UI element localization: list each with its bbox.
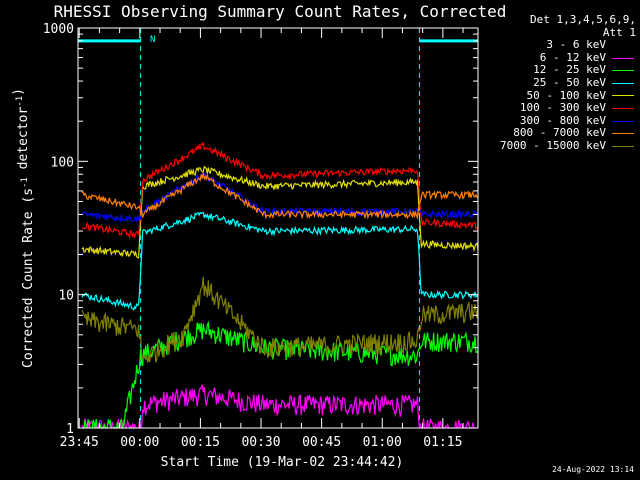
legend-swatch (612, 44, 634, 46)
legend-header-line-1: Det 1,3,4,5,6,9, (530, 13, 636, 26)
series-lines (81, 141, 479, 431)
chart-title: RHESSI Observing Summary Count Rates, Co… (54, 2, 507, 21)
series-line (81, 165, 479, 259)
legend-swatch (612, 82, 634, 84)
legend-label: 6 - 12 keV (539, 50, 606, 64)
legend-label: 800 - 7000 keV (513, 126, 606, 140)
x-tick-label: 00:30 (241, 435, 280, 450)
x-tick-label: 01:15 (423, 435, 462, 450)
y-tick-label: 10 (58, 289, 74, 304)
legend-swatch (612, 133, 634, 135)
x-tick-label: 00:15 (181, 435, 220, 450)
legend-entry: 12 - 25 keV (484, 64, 636, 77)
legend-swatch (612, 107, 634, 109)
y-tick-label: 1 (66, 422, 74, 437)
x-axis-label: Start Time (19-Mar-02 23:44:42) (161, 455, 404, 470)
legend-entry: 50 - 100 keV (484, 88, 636, 103)
series-line (82, 320, 479, 430)
y-axis-label: Corrected Count Rate (s-1 detector-1) (11, 88, 36, 368)
series-line (81, 384, 478, 431)
legend-swatch (612, 57, 634, 59)
legend: Det 1,3,4,5,6,9, Att 1 3 - 6 keV 6 - 12 k… (484, 13, 636, 153)
legend-entry: 800 - 7000 keV (484, 127, 636, 140)
legend-entry: 25 - 50 keV (484, 75, 636, 90)
x-tick-label: 00:00 (120, 435, 159, 450)
series-line (81, 172, 479, 223)
series-line (81, 141, 479, 240)
series-line (81, 276, 479, 363)
legend-swatch (612, 120, 634, 122)
x-tick-label: 00:45 (302, 435, 341, 450)
legend-entries: 3 - 6 keV 6 - 12 keV 12 - 25 keV 25 - 50 ke… (484, 39, 636, 152)
night-flag-label: N (150, 35, 155, 45)
axis-ticks: 1 10 100 1000 23:45 00:00 00:15 00:30 00:45 01:00… (43, 22, 478, 450)
generation-timestamp: 24-Aug-2022 13:14 (552, 465, 634, 474)
legend-entry: 300 - 800 keV (484, 113, 636, 128)
y-tick-label: 100 (51, 155, 74, 170)
legend-label: 100 - 300 keV (519, 101, 606, 115)
legend-entry: 100 - 300 keV (484, 102, 636, 115)
legend-swatch (612, 95, 634, 97)
legend-label: 50 - 100 keV (526, 88, 606, 102)
legend-label: 12 - 25 keV (533, 63, 606, 77)
legend-entry: 6 - 12 keV (484, 50, 636, 65)
legend-label: 300 - 800 keV (519, 113, 606, 127)
legend-label: 25 - 50 keV (533, 75, 606, 89)
legend-header-line-2: Att 1 (602, 25, 636, 39)
legend-entry: 7000 - 15000 keV (484, 138, 636, 153)
legend-label: 3 - 6 keV (546, 38, 606, 52)
x-tick-label: 01:00 (363, 435, 402, 450)
legend-label: 7000 - 15000 keV (500, 138, 606, 152)
legend-entry: 3 - 6 keV (484, 39, 636, 52)
legend-swatch (612, 145, 634, 147)
plot-frame (77, 27, 479, 429)
series-line (81, 211, 479, 311)
x-tick-label: 23:45 (60, 435, 99, 450)
series-line (81, 172, 479, 221)
y-tick-label: 1000 (43, 22, 74, 37)
night-windows (77, 28, 479, 428)
legend-swatch (612, 70, 634, 72)
